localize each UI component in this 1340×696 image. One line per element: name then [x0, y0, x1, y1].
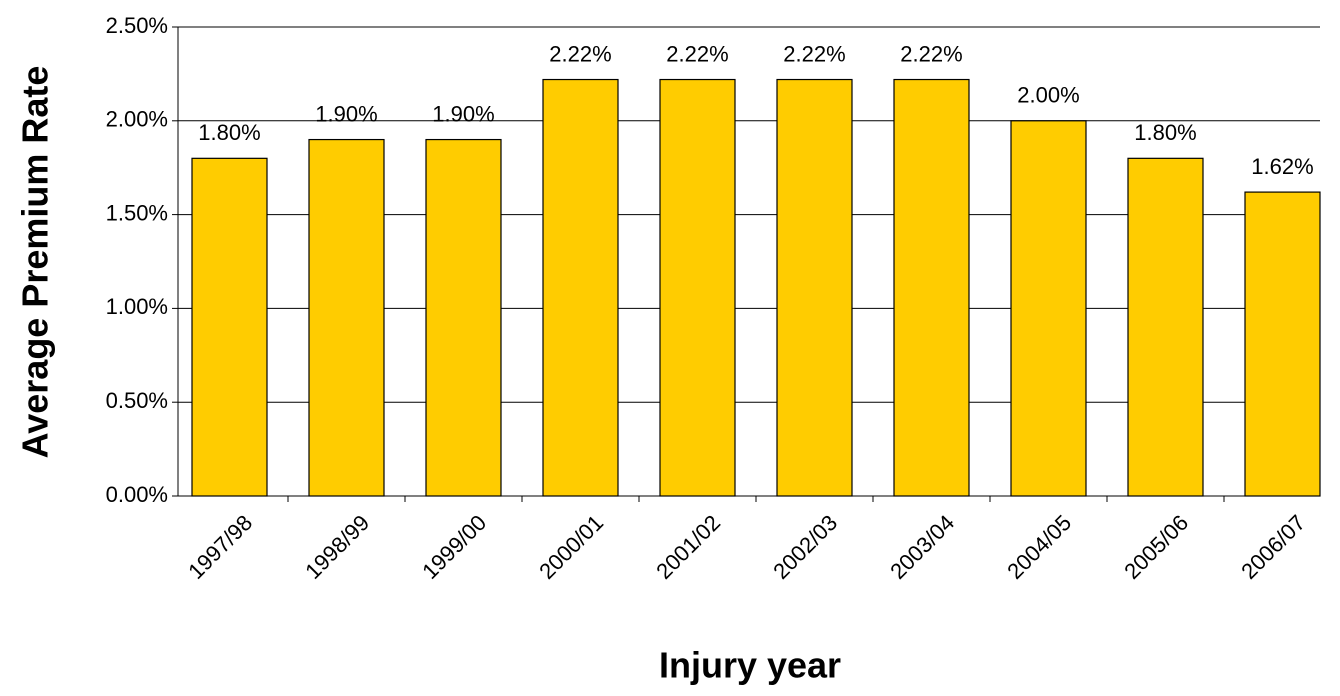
data-label: 1.90%	[432, 101, 494, 126]
x-tick-label: 2003/04	[885, 510, 959, 584]
y-tick-label: 0.00%	[106, 482, 168, 507]
y-tick-label: 2.50%	[106, 13, 168, 38]
data-label: 1.80%	[198, 120, 260, 145]
bar	[542, 78, 619, 497]
bar	[1127, 157, 1204, 497]
bar	[425, 138, 502, 497]
bar	[659, 78, 736, 497]
data-label: 2.00%	[1017, 83, 1079, 108]
data-label: 1.62%	[1251, 154, 1313, 179]
x-tick-label: 1998/99	[300, 510, 374, 584]
data-label: 1.80%	[1134, 120, 1196, 145]
y-tick-label: 1.50%	[106, 200, 168, 225]
data-label: 2.22%	[783, 41, 845, 66]
bar	[191, 157, 268, 497]
data-label: 2.22%	[666, 41, 728, 66]
x-tick-label: 1997/98	[183, 510, 257, 584]
data-label: 2.22%	[549, 41, 611, 66]
data-label: 2.22%	[900, 41, 962, 66]
x-tick-label: 2001/02	[651, 510, 725, 584]
x-tick-label: 2006/07	[1236, 510, 1310, 584]
bar	[776, 78, 853, 497]
y-tick-label: 0.50%	[106, 388, 168, 413]
data-label: 1.90%	[315, 101, 377, 126]
bar	[1244, 191, 1321, 497]
x-tick-label: 2000/01	[534, 510, 608, 584]
bar	[308, 138, 385, 497]
x-axis-title: Injury year	[659, 645, 841, 686]
x-tick-label: 1999/00	[417, 510, 491, 584]
x-tick-label: 2002/03	[768, 510, 842, 584]
y-tick-label: 2.00%	[106, 107, 168, 132]
x-tick-label: 2004/05	[1002, 510, 1076, 584]
bar	[1010, 120, 1087, 497]
bar	[893, 78, 970, 497]
y-tick-label: 1.00%	[106, 294, 168, 319]
y-axis-title: Average Premium Rate	[15, 66, 56, 459]
x-tick-label: 2005/06	[1119, 510, 1193, 584]
